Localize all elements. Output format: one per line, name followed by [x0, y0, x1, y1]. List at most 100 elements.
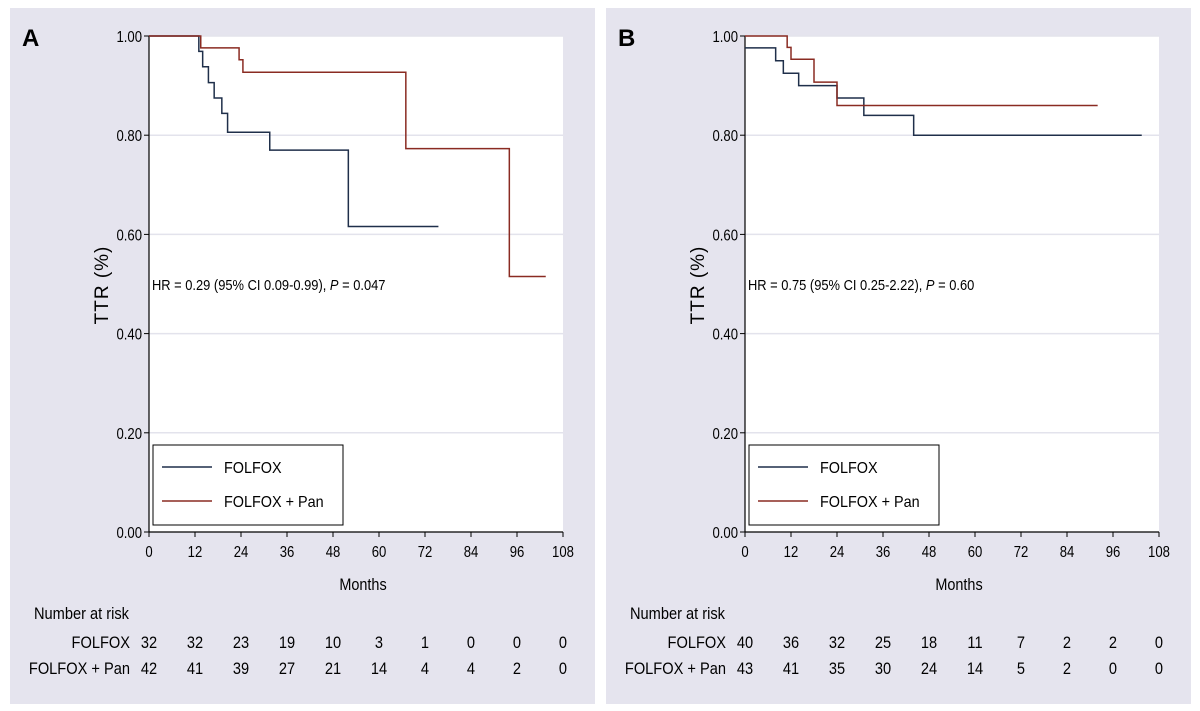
y-tick-label: 0.60	[712, 227, 738, 244]
km-curve-folfox-pan	[745, 35, 1098, 107]
hr-annotation-prefix: HR = 0.29 (95% CI 0.09-0.99),	[152, 276, 330, 293]
x-tick-label: 48	[326, 544, 341, 561]
km-chart-a: A0.000.200.400.600.801.000 12 24 36 48 60 72 84…	[22, 25, 574, 678]
x-tick-label: 96	[1106, 544, 1121, 561]
x-tick-label: 108	[1148, 544, 1170, 561]
panel-label: A	[22, 25, 39, 52]
hr-annotation: HR = 0.75 (95% CI 0.25-2.22), P = 0.60	[748, 276, 974, 293]
y-tick-label: 1.00	[116, 29, 142, 46]
x-tick-label: 96	[510, 544, 525, 561]
x-tick-label: 24	[830, 544, 845, 561]
legend-box	[748, 444, 940, 526]
hr-annotation-suffix: = 0.60	[935, 276, 975, 293]
x-tick-label: 48	[922, 544, 937, 561]
hr-annotation-p: P	[926, 276, 935, 293]
risk-count: 39	[233, 660, 249, 678]
risk-count: 2	[513, 660, 521, 678]
risk-count: 24	[921, 660, 937, 678]
risk-count: 43	[737, 660, 753, 678]
risk-count: 0	[513, 634, 521, 652]
risk-count: 30	[875, 660, 891, 678]
risk-count: 19	[279, 634, 295, 652]
y-tick-label: 0.00	[712, 525, 738, 542]
hr-annotation: HR = 0.29 (95% CI 0.09-0.99), P = 0.047	[152, 276, 386, 293]
risk-count: 10	[325, 634, 341, 652]
risk-count: 4	[467, 660, 475, 678]
legend-label: FOLFOX + Pan	[820, 493, 920, 511]
risk-count: 42	[141, 660, 157, 678]
risk-count: 14	[371, 660, 387, 678]
x-axis-title: Months	[935, 576, 982, 594]
y-axis-title: TTR (%)	[688, 246, 709, 325]
risk-count: 18	[921, 634, 937, 652]
y-tick-label: 0.80	[712, 128, 738, 145]
risk-count: 14	[967, 660, 983, 678]
x-tick-label: 12	[784, 544, 799, 561]
risk-count: 2	[1109, 634, 1117, 652]
risk-count: 32	[141, 634, 157, 652]
risk-count: 41	[783, 660, 799, 678]
risk-table-header: Number at risk	[630, 605, 725, 623]
risk-row-label: FOLFOX	[72, 634, 131, 652]
y-tick-label: 0.20	[116, 426, 142, 443]
x-tick-label: 60	[968, 544, 983, 561]
km-panel-a: A 0.00 0.20 0.40 0.60 0.80 1.00 0 12 24 36 48 60 72 84…	[10, 8, 595, 704]
x-tick-label: 84	[1060, 544, 1075, 561]
risk-count: 0	[1155, 660, 1163, 678]
km-curve-folfox	[745, 47, 1142, 136]
risk-count: 32	[829, 634, 845, 652]
risk-count: 4	[421, 660, 429, 678]
km-curve-folfox-pan	[149, 35, 546, 278]
hr-annotation-suffix: = 0.047	[339, 276, 386, 293]
legend-label: FOLFOX	[224, 459, 282, 477]
risk-row-label: FOLFOX + Pan	[29, 660, 130, 678]
y-tick-label: 0.20	[712, 426, 738, 443]
risk-row-label: FOLFOX	[668, 634, 727, 652]
risk-count: 36	[783, 634, 799, 652]
y-tick-label: 0.40	[116, 326, 142, 343]
risk-count: 1	[421, 634, 429, 652]
y-tick-label: 0.60	[116, 227, 142, 244]
risk-count: 7	[1017, 634, 1025, 652]
legend-box	[152, 444, 344, 526]
risk-count: 0	[467, 634, 475, 652]
hr-annotation-prefix: HR = 0.75 (95% CI 0.25-2.22),	[748, 276, 926, 293]
risk-count: 32	[187, 634, 203, 652]
risk-count: 2	[1063, 660, 1071, 678]
risk-count: 2	[1063, 634, 1071, 652]
x-tick-label: 108	[552, 544, 574, 561]
x-tick-label: 0	[145, 544, 152, 561]
x-tick-label: 36	[876, 544, 891, 561]
x-tick-label: 24	[234, 544, 249, 561]
risk-count: 25	[875, 634, 891, 652]
risk-count: 41	[187, 660, 203, 678]
x-tick-label: 72	[1014, 544, 1029, 561]
y-tick-label: 0.40	[712, 326, 738, 343]
risk-count: 5	[1017, 660, 1025, 678]
y-tick-label: 0.80	[116, 128, 142, 145]
risk-count: 35	[829, 660, 845, 678]
x-tick-label: 84	[464, 544, 479, 561]
km-panel-b: B 0.00 0.20 0.40 0.60 0.80 1.00 0 12 24 36 48 60 72 84…	[606, 8, 1191, 704]
legend-label: FOLFOX	[820, 459, 878, 477]
x-tick-label: 12	[188, 544, 203, 561]
risk-count: 0	[559, 660, 567, 678]
risk-count: 0	[1109, 660, 1117, 678]
risk-count: 0	[1155, 634, 1163, 652]
x-tick-label: 72	[418, 544, 433, 561]
km-curve-folfox	[149, 35, 439, 228]
legend-label: FOLFOX + Pan	[224, 493, 324, 511]
x-axis-title: Months	[339, 576, 386, 594]
y-tick-label: 0.00	[116, 525, 142, 542]
risk-count: 3	[375, 634, 383, 652]
risk-count: 23	[233, 634, 249, 652]
km-chart-b: B0.000.200.400.600.801.000 12 24 36 48 60 72 84…	[618, 25, 1170, 678]
risk-count: 40	[737, 634, 753, 652]
risk-table-header: Number at risk	[34, 605, 129, 623]
x-tick-label: 36	[280, 544, 295, 561]
risk-count: 27	[279, 660, 295, 678]
risk-count: 0	[559, 634, 567, 652]
panel-label: B	[618, 25, 635, 52]
y-axis-title: TTR (%)	[92, 246, 113, 325]
hr-annotation-p: P	[330, 276, 339, 293]
